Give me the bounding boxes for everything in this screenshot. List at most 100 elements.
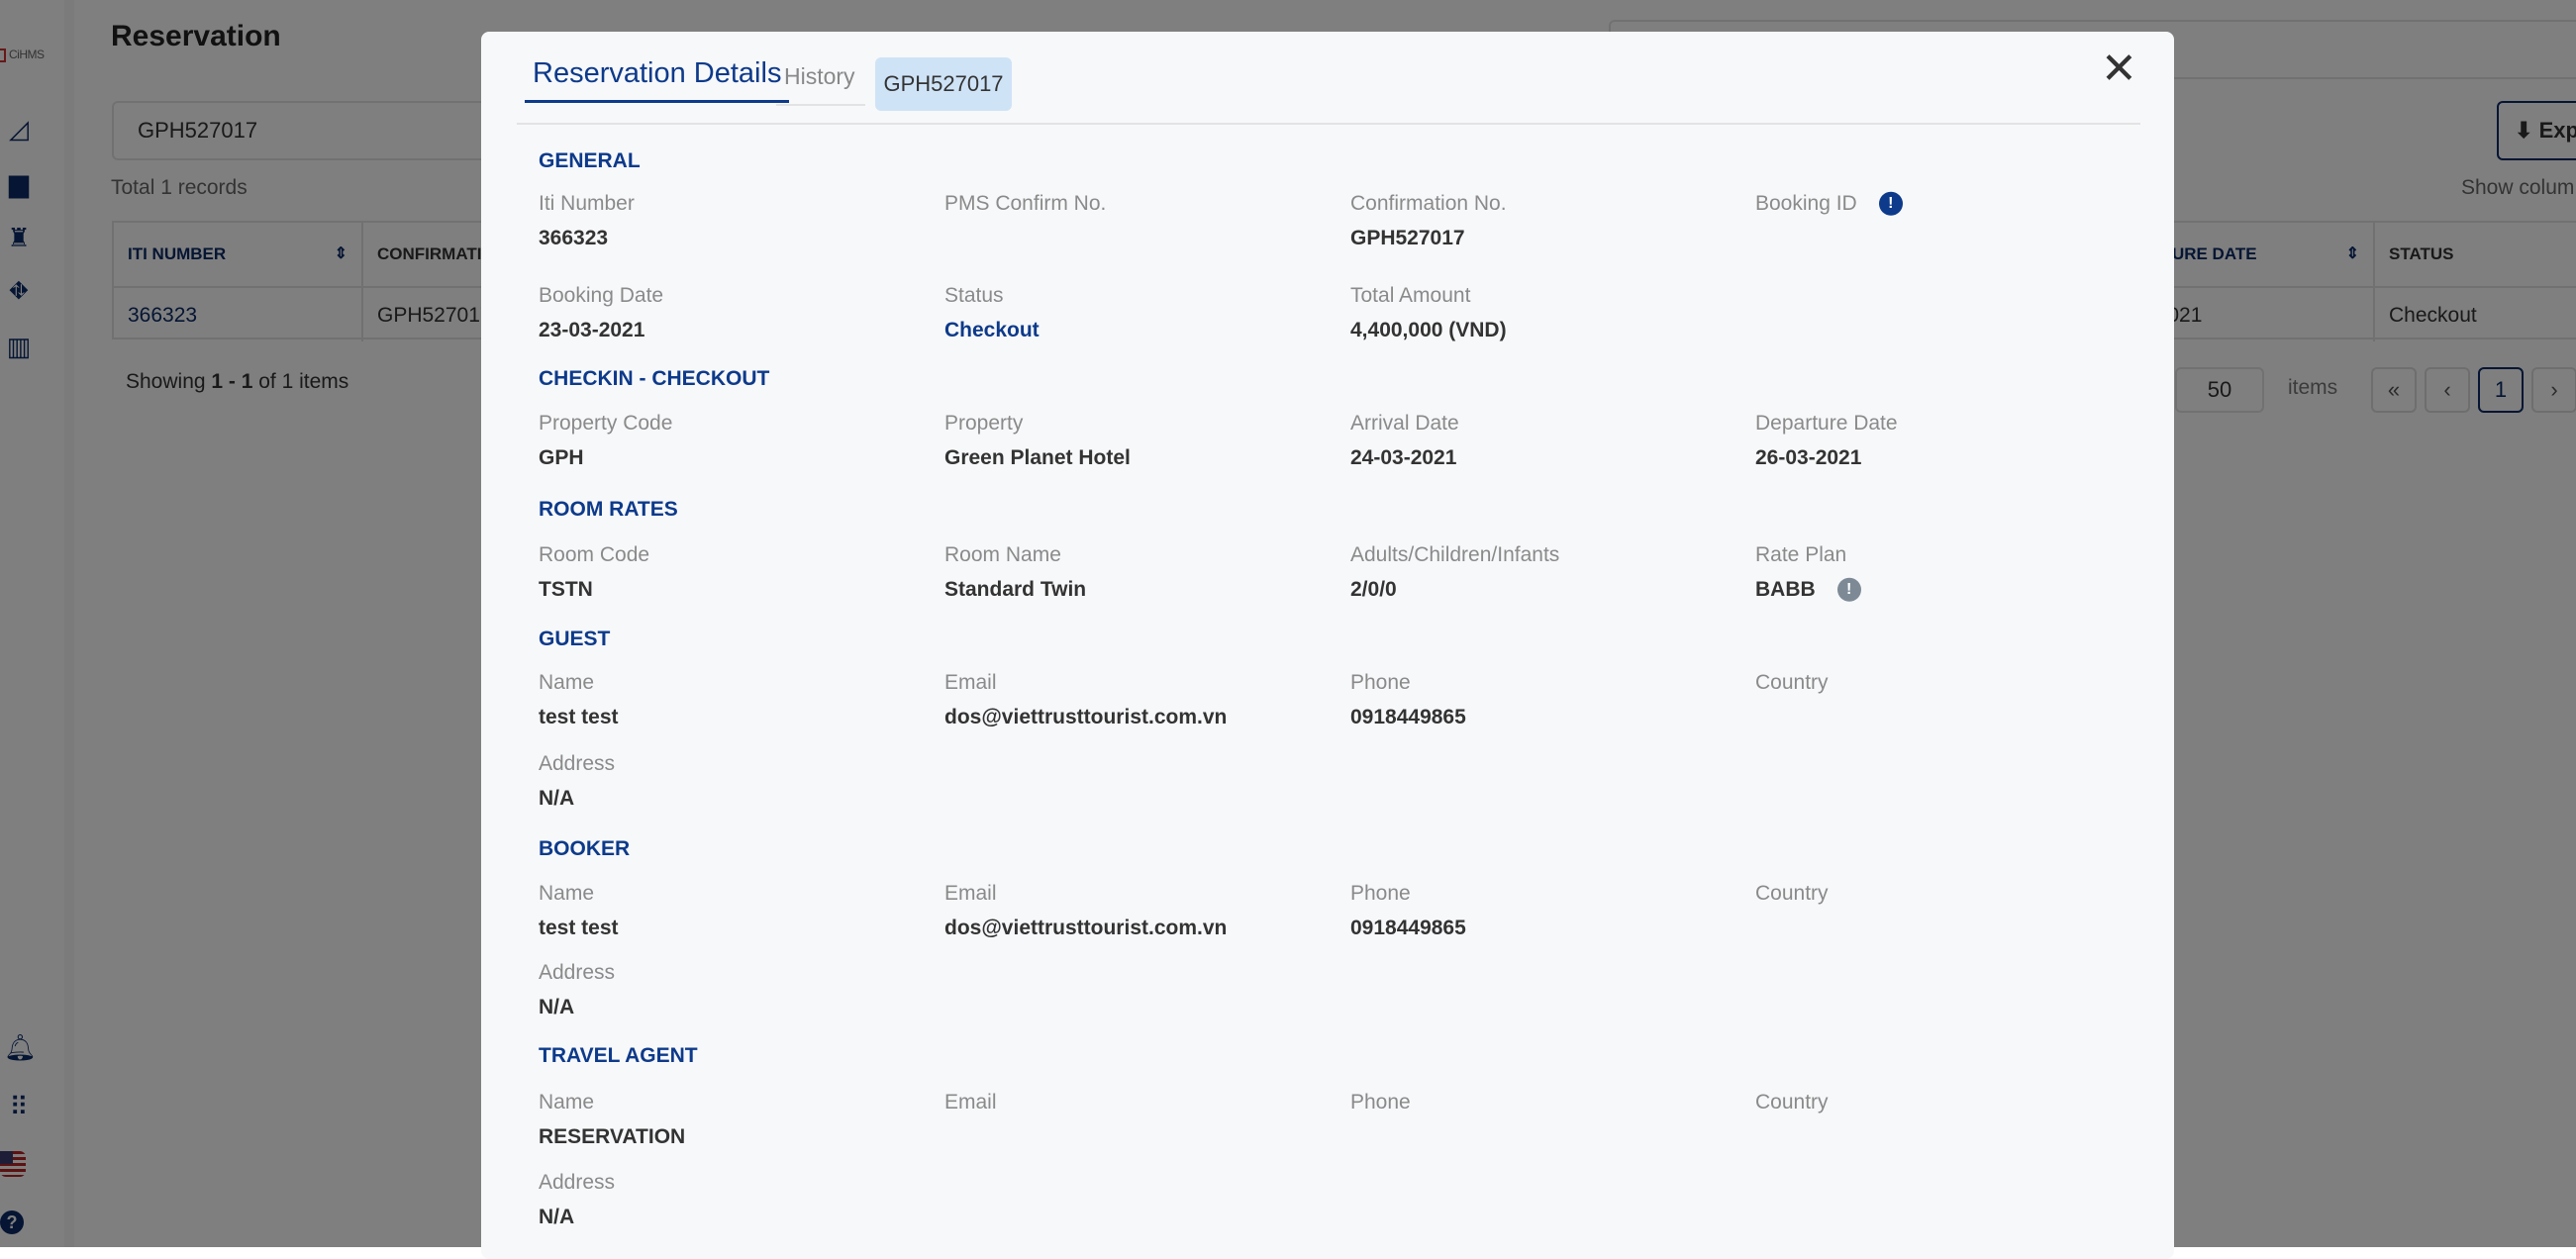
value-text: BABB (1755, 577, 1816, 601)
value-text: dos@viettrusttourist.com.vn (944, 917, 1228, 939)
field-label: Country (1755, 1091, 1829, 1114)
label-text: Country (1755, 882, 1829, 905)
field-label: Name (539, 671, 594, 695)
label-text: Email (944, 882, 997, 905)
field-value-adults-children-infants: 2/0/0 (1350, 578, 1397, 602)
field-label: Country (1755, 671, 1829, 695)
field-label: Phone (1350, 882, 1411, 906)
field-value-phone: 0918449865 (1350, 706, 1466, 729)
field-label: Country (1755, 882, 1829, 906)
field-value-confirmation-no: GPH527017 (1350, 227, 1465, 250)
value-text: N/A (539, 1206, 575, 1228)
label-text: Email (944, 671, 997, 694)
label-text: Name (539, 671, 595, 694)
field-label: Email (944, 1091, 997, 1114)
value-text: Green Planet Hotel (944, 446, 1131, 469)
label-text: Email (944, 1091, 997, 1114)
label-text: Phone (1350, 882, 1411, 905)
value-text: 0918449865 (1350, 917, 1466, 939)
field-label: Arrival Date (1350, 412, 1459, 436)
field-value-name: test test (539, 917, 619, 940)
field-value-room-name: Standard Twin (944, 578, 1086, 602)
label-text: Phone (1350, 671, 1411, 694)
field-label: Adults/Children/Infants (1350, 543, 1559, 567)
field-label: PMS Confirm No. (944, 192, 1106, 216)
field-label: Room Name (944, 543, 1061, 567)
label-text: Property Code (539, 412, 673, 435)
value-text: Standard Twin (944, 578, 1087, 601)
value-text: 4,400,000 (VND) (1350, 319, 1507, 341)
field-label: Name (539, 882, 594, 906)
field-value-phone: 0918449865 (1350, 917, 1466, 940)
section-title-general: GENERAL (539, 149, 641, 172)
field-value-booking-date: 23-03-2021 (539, 319, 644, 342)
section-title-travel-agent: TRAVEL AGENT (539, 1044, 698, 1067)
field-label: Status (944, 284, 1004, 308)
field-value-status[interactable]: Checkout (944, 319, 1040, 342)
divider (517, 123, 2140, 125)
field-value-departure-date: 26-03-2021 (1755, 446, 1861, 470)
value-text: 2/0/0 (1350, 578, 1397, 601)
label-text: Booking ID (1755, 191, 1857, 215)
field-value-total-amount: 4,400,000 (VND) (1350, 319, 1507, 342)
field-label: Phone (1350, 671, 1411, 695)
section-title-room-rates: ROOM RATES (539, 498, 678, 521)
value-text: test test (539, 917, 619, 939)
value-text: 366323 (539, 227, 609, 249)
field-label: Property Code (539, 412, 672, 436)
label-text: Arrival Date (1350, 412, 1459, 435)
label-text: Total Amount (1350, 284, 1471, 307)
label-text: Address (539, 961, 616, 984)
field-label: Address (539, 961, 615, 985)
label-text: PMS Confirm No. (944, 192, 1107, 215)
field-label: Iti Number (539, 192, 635, 216)
label-text: Adults/Children/Infants (1350, 543, 1560, 566)
field-label: Room Code (539, 543, 649, 567)
close-icon[interactable]: ✕ (2101, 45, 2137, 93)
field-label: Departure Date (1755, 412, 1898, 436)
field-value-arrival-date: 24-03-2021 (1350, 446, 1456, 470)
value-text: TSTN (539, 578, 593, 601)
field-label: Property (944, 412, 1023, 436)
reservation-details-modal: Reservation Details History GPH527017 ✕ … (481, 32, 2174, 1259)
confirmation-chip: GPH527017 (875, 57, 1012, 111)
label-text: Departure Date (1755, 412, 1898, 435)
field-label: Name (539, 1091, 594, 1114)
field-value-address: N/A (539, 787, 574, 811)
value-text: Checkout (944, 319, 1040, 341)
label-text: Country (1755, 1091, 1829, 1114)
value-text: 26-03-2021 (1755, 446, 1862, 469)
field-value-name: RESERVATION (539, 1125, 685, 1149)
field-value-email: dos@viettrusttourist.com.vn (944, 706, 1227, 729)
section-title-guest: GUEST (539, 628, 611, 650)
label-text: Room Name (944, 543, 1061, 566)
section-title-booker: BOOKER (539, 837, 631, 860)
field-label: Address (539, 752, 615, 776)
value-text: N/A (539, 996, 575, 1018)
field-value-name: test test (539, 706, 619, 729)
field-value-address: N/A (539, 996, 574, 1019)
field-value-room-code: TSTN (539, 578, 593, 602)
value-text: 24-03-2021 (1350, 446, 1457, 469)
label-text: Address (539, 1171, 616, 1194)
label-text: Booking Date (539, 284, 664, 307)
label-text: Name (539, 1091, 595, 1114)
field-label: Email (944, 882, 997, 906)
label-text: Name (539, 882, 595, 905)
label-text: Room Code (539, 543, 650, 566)
value-text: 0918449865 (1350, 706, 1466, 728)
field-label: Booking ID! (1755, 191, 1903, 217)
label-text: Phone (1350, 1091, 1411, 1114)
info-icon[interactable]: ! (1836, 578, 1861, 603)
tab-reservation-details[interactable]: Reservation Details (525, 57, 790, 103)
field-label: Rate Plan (1755, 543, 1846, 567)
field-value-property: Green Planet Hotel (944, 446, 1131, 470)
field-label: Phone (1350, 1091, 1411, 1114)
value-text: GPH527017 (1350, 227, 1465, 249)
tab-history[interactable]: History (776, 63, 865, 106)
value-text: N/A (539, 787, 575, 810)
field-value-address: N/A (539, 1206, 574, 1229)
field-label: Address (539, 1171, 615, 1195)
value-text: 23-03-2021 (539, 319, 645, 341)
info-icon[interactable]: ! (1878, 192, 1903, 217)
